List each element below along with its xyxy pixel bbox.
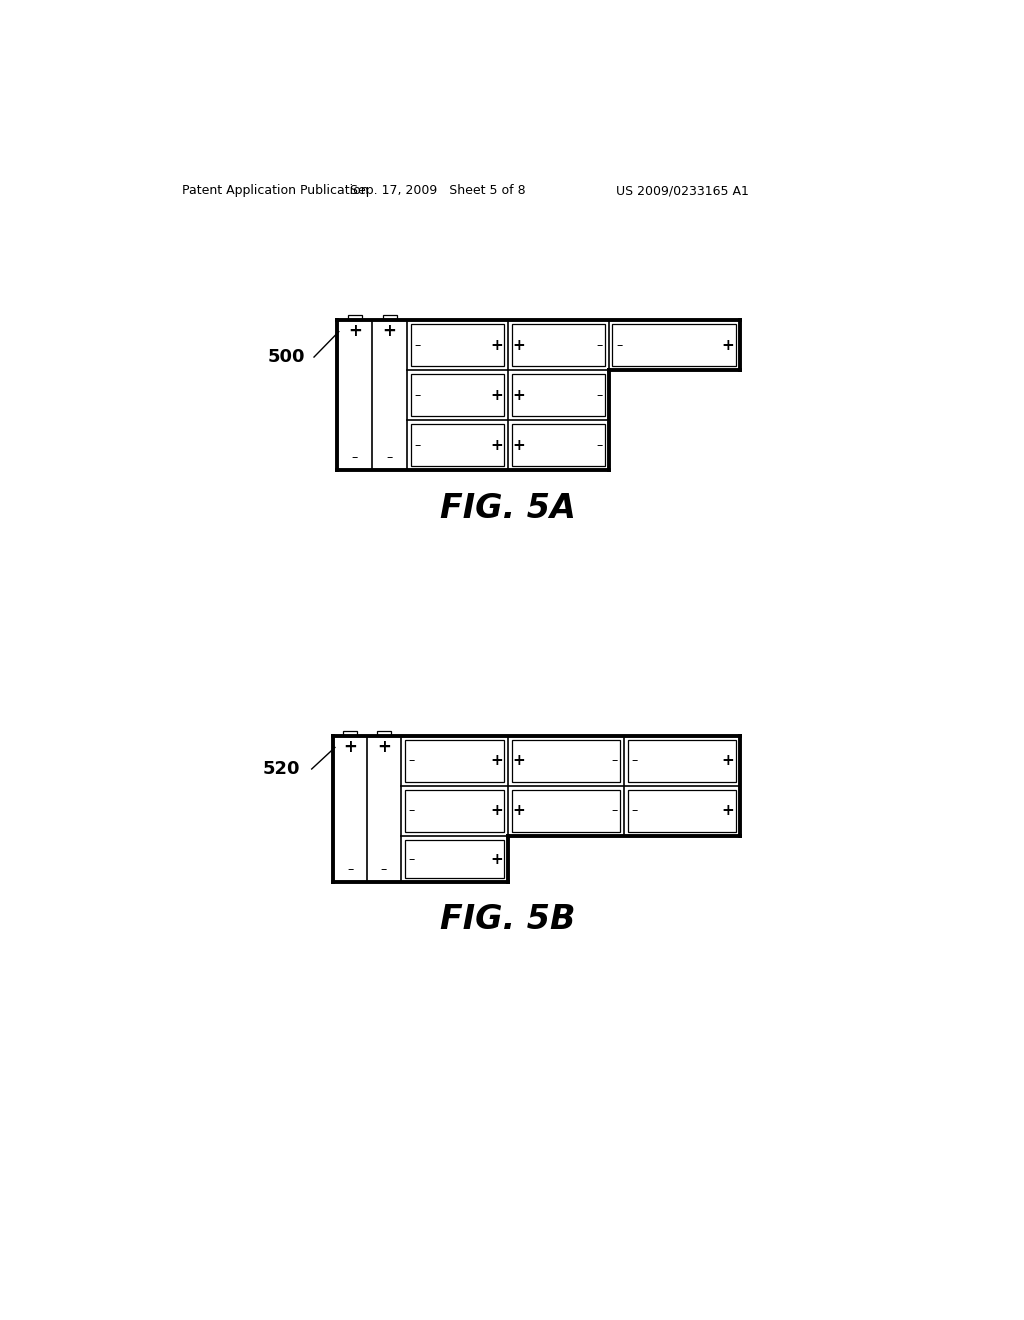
- Text: –: –: [611, 804, 617, 817]
- Text: US 2009/0233165 A1: US 2009/0233165 A1: [616, 185, 750, 197]
- Bar: [512, 739, 621, 781]
- Bar: [512, 789, 621, 832]
- Text: +: +: [343, 738, 357, 755]
- Text: +: +: [512, 388, 525, 403]
- Text: FIG. 5A: FIG. 5A: [440, 492, 575, 525]
- Text: +: +: [490, 804, 503, 818]
- Text: +: +: [377, 738, 391, 755]
- Text: –: –: [415, 438, 421, 451]
- Text: +: +: [348, 322, 361, 339]
- Text: –: –: [632, 804, 638, 817]
- Text: 520: 520: [262, 760, 300, 777]
- Text: +: +: [490, 388, 503, 403]
- Bar: [411, 323, 504, 367]
- Text: –: –: [386, 451, 392, 465]
- Text: 500: 500: [267, 348, 305, 366]
- Bar: [628, 739, 736, 781]
- Bar: [628, 789, 736, 832]
- Text: –: –: [351, 451, 357, 465]
- Text: +: +: [722, 338, 734, 352]
- Bar: [404, 789, 504, 832]
- Text: –: –: [611, 755, 617, 767]
- Text: –: –: [632, 755, 638, 767]
- Text: –: –: [415, 388, 421, 401]
- Bar: [343, 730, 357, 737]
- Bar: [383, 314, 396, 321]
- Bar: [404, 840, 504, 878]
- Text: Patent Application Publication: Patent Application Publication: [182, 185, 369, 197]
- Text: +: +: [490, 438, 503, 453]
- Text: –: –: [596, 339, 602, 351]
- Text: –: –: [596, 438, 602, 451]
- Text: Sep. 17, 2009   Sheet 5 of 8: Sep. 17, 2009 Sheet 5 of 8: [350, 185, 525, 197]
- Bar: [377, 730, 391, 737]
- Bar: [512, 374, 604, 416]
- Bar: [404, 739, 504, 781]
- Bar: [348, 314, 361, 321]
- Text: –: –: [596, 388, 602, 401]
- Text: +: +: [512, 754, 525, 768]
- Bar: [411, 374, 504, 416]
- Text: FIG. 5B: FIG. 5B: [440, 903, 575, 936]
- Text: –: –: [347, 863, 353, 876]
- Text: +: +: [512, 804, 525, 818]
- Bar: [512, 323, 604, 367]
- Text: +: +: [512, 438, 525, 453]
- Text: +: +: [383, 322, 396, 339]
- Text: –: –: [409, 755, 415, 767]
- Text: +: +: [512, 338, 525, 352]
- Text: +: +: [490, 754, 503, 768]
- Text: –: –: [409, 804, 415, 817]
- Bar: [512, 424, 604, 466]
- Bar: [411, 424, 504, 466]
- Bar: [612, 323, 736, 367]
- Text: +: +: [490, 338, 503, 352]
- Text: –: –: [409, 853, 415, 866]
- Text: –: –: [381, 863, 387, 876]
- Text: +: +: [722, 754, 734, 768]
- Text: +: +: [722, 804, 734, 818]
- Text: +: +: [490, 851, 503, 867]
- Text: –: –: [616, 339, 623, 351]
- Text: –: –: [415, 339, 421, 351]
